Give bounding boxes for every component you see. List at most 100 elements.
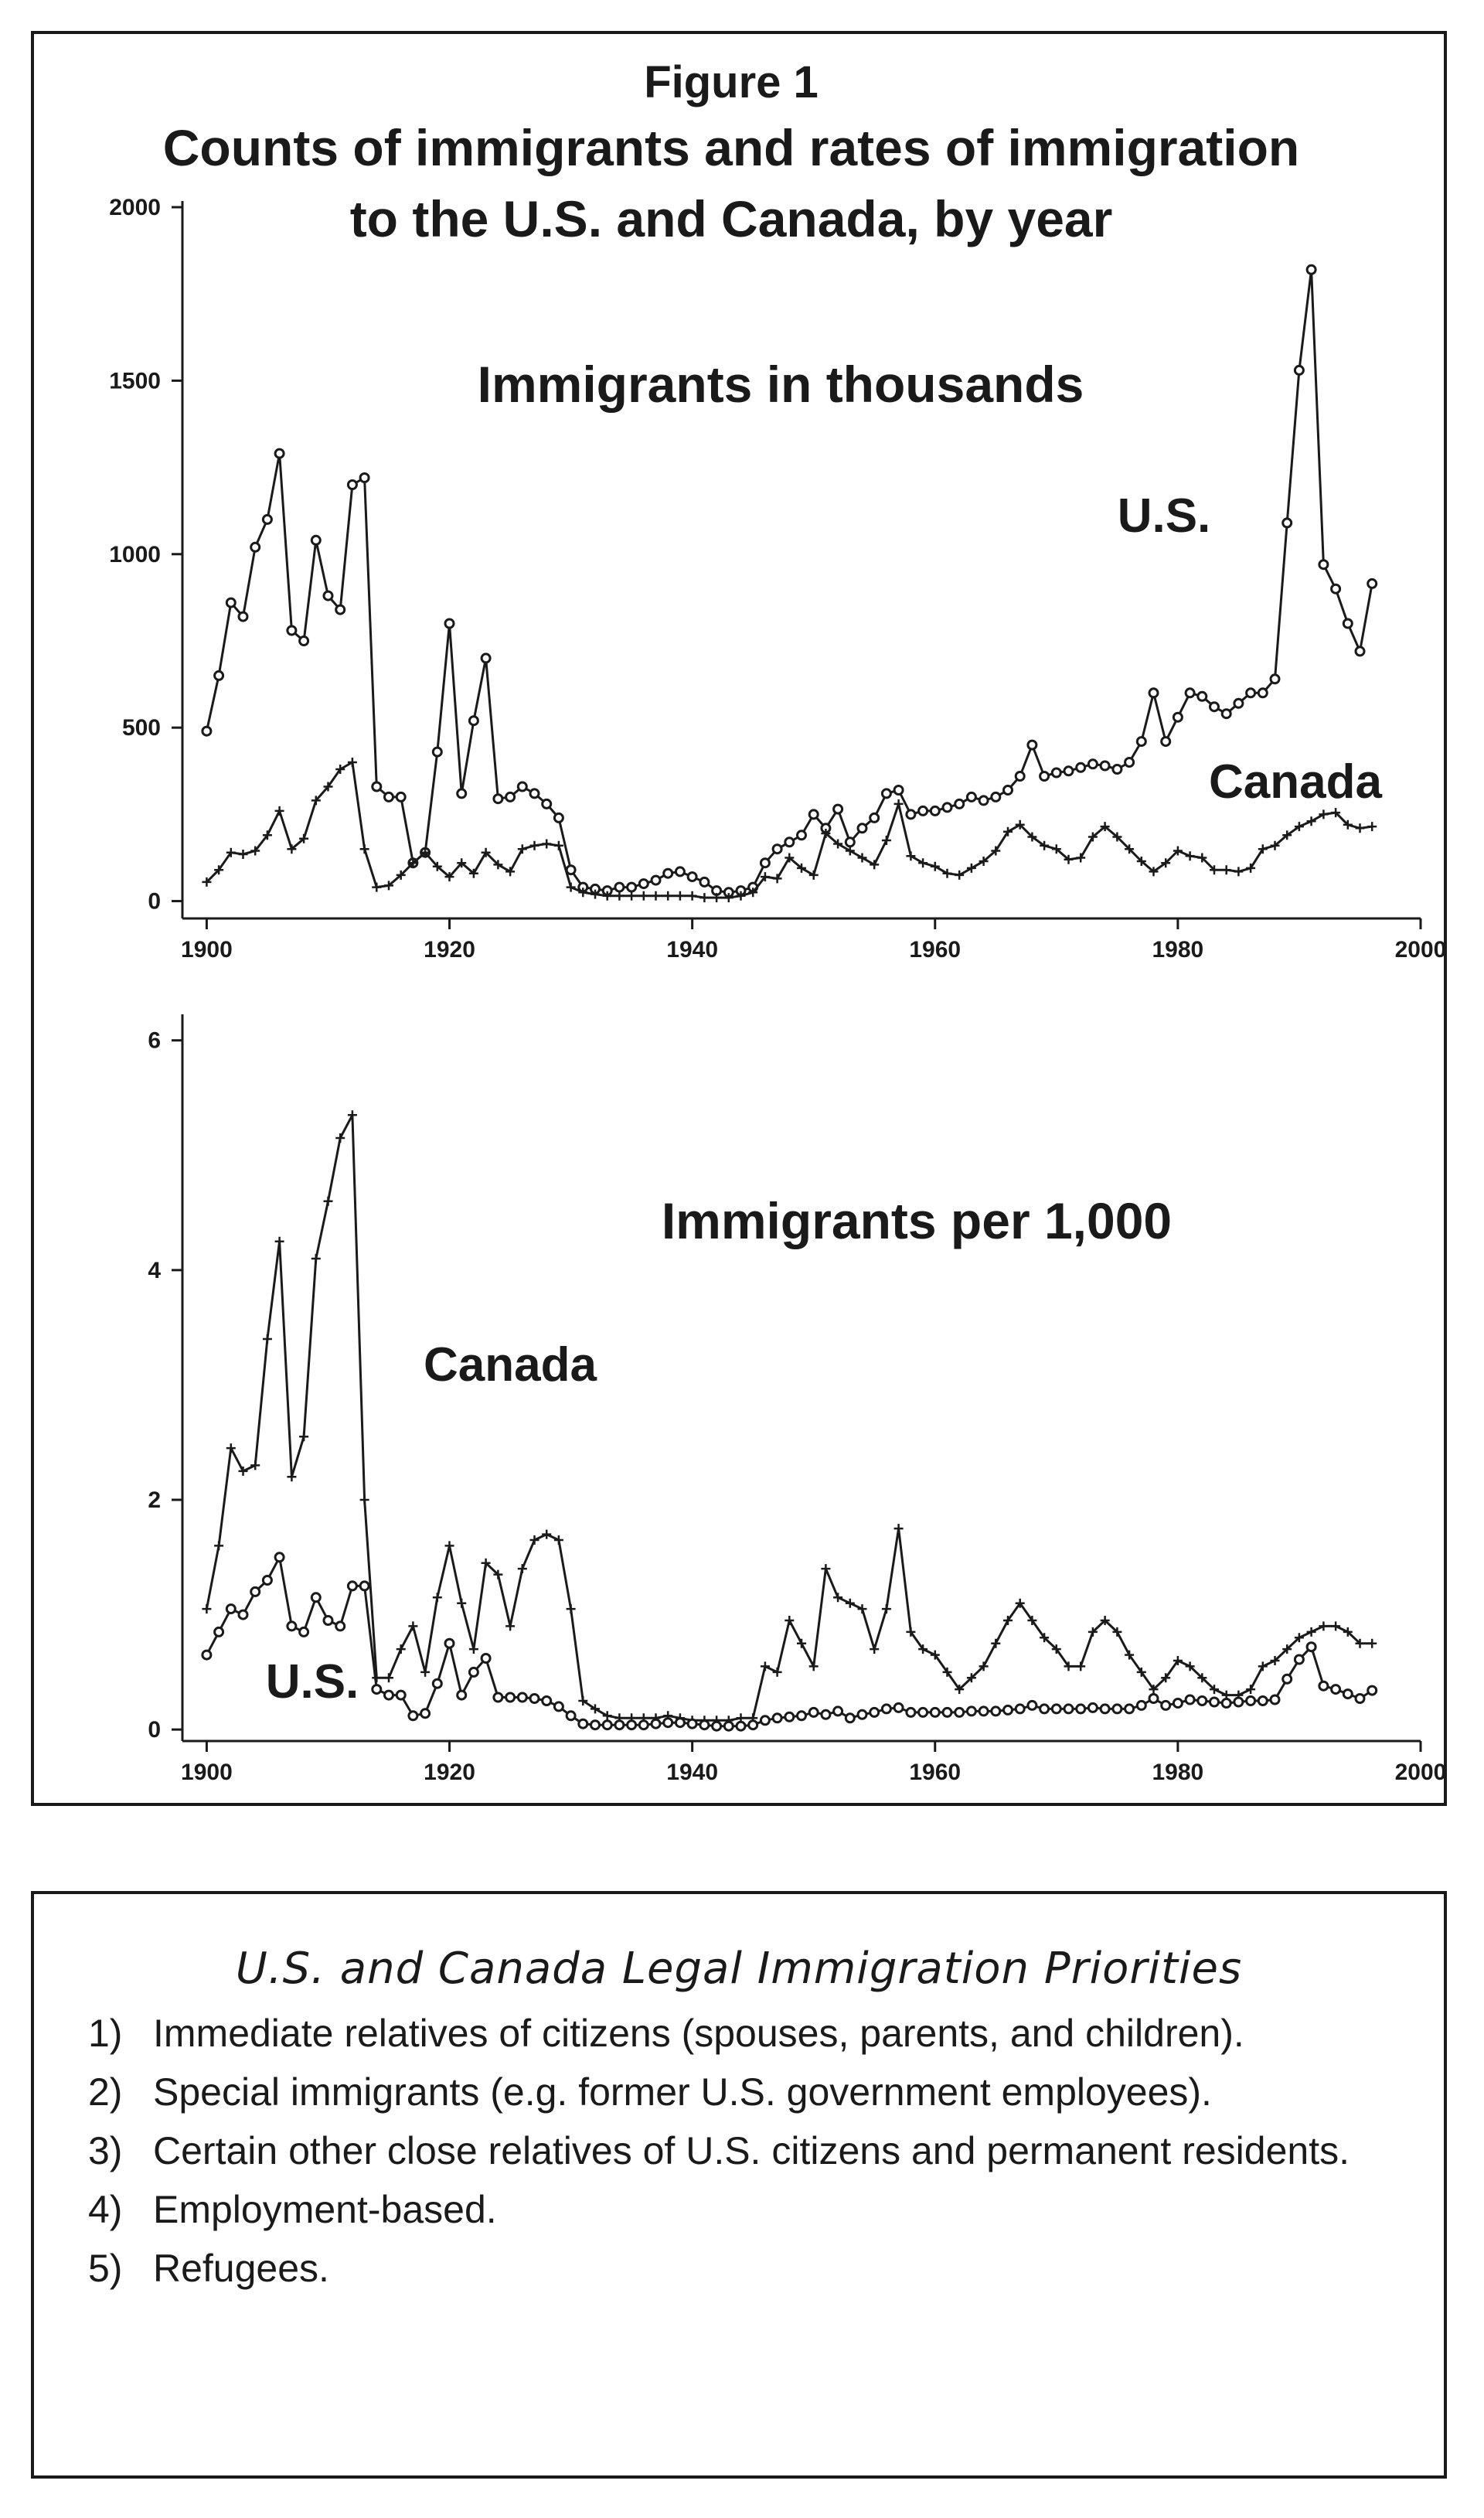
data-point-u-s [383, 791, 394, 802]
data-point-canada [1027, 832, 1037, 842]
data-point-u-s [856, 823, 868, 834]
data-point-canada [638, 891, 648, 901]
priority-number: 2) [88, 2070, 123, 2114]
data-point-u-s [771, 843, 783, 855]
data-point-u-s [893, 785, 904, 796]
figure-frame [31, 31, 1447, 1806]
data-point-canada [566, 882, 576, 892]
data-point-u-s [1354, 646, 1366, 657]
data-point-canada [542, 839, 552, 849]
data-point-u-s [1257, 1695, 1268, 1706]
data-point-u-s [893, 1702, 904, 1713]
data-point-canada [1003, 1616, 1013, 1625]
y-tick-label: 500 [122, 715, 161, 741]
data-point-u-s [1135, 736, 1147, 748]
data-point-canada [808, 870, 819, 880]
data-point-canada [1355, 1638, 1365, 1648]
data-point-canada [1319, 1621, 1329, 1631]
data-point-u-s [1135, 1699, 1147, 1711]
data-point-canada [1076, 1661, 1086, 1671]
priority-number: 1) [88, 2012, 123, 2055]
data-point-u-s [541, 798, 553, 809]
data-point-canada [1015, 1598, 1025, 1608]
priority-text: Immediate relatives of citizens (spouses… [153, 2012, 1244, 2055]
data-point-u-s [553, 1701, 564, 1712]
data-point-canada [553, 1535, 563, 1545]
data-point-canada [918, 1644, 928, 1654]
data-point-canada [723, 893, 733, 903]
data-point-u-s [808, 809, 819, 820]
data-point-u-s [844, 836, 856, 848]
data-point-canada [1197, 853, 1207, 863]
data-point-u-s [225, 597, 237, 608]
data-point-u-s [541, 1695, 553, 1706]
data-point-canada [238, 1466, 248, 1476]
data-point-u-s [1063, 765, 1074, 777]
data-point-canada [699, 893, 710, 903]
series-line-canada [206, 761, 1373, 899]
data-point-u-s [796, 830, 807, 841]
data-point-u-s [553, 812, 564, 823]
data-point-u-s [431, 1678, 443, 1689]
data-point-canada [881, 1604, 891, 1614]
data-point-canada [250, 1460, 260, 1470]
x-tick-label: 2000 [1395, 937, 1447, 963]
data-point-u-s [529, 1693, 540, 1704]
data-point-u-s [456, 788, 468, 799]
data-point-u-s [322, 1615, 334, 1626]
panel-immigrants-per-1000: 0 2 4 6 1900 1920 1940 1960 1980 2000 [148, 1014, 1446, 1785]
data-point-canada [335, 1133, 345, 1143]
data-point-u-s [1075, 762, 1087, 773]
data-point-canada [226, 1443, 236, 1453]
data-point-canada [966, 863, 976, 873]
data-point-canada [250, 846, 260, 856]
data-point-u-s [225, 1603, 237, 1615]
data-point-u-s [298, 1626, 310, 1637]
data-point-u-s [250, 1586, 261, 1597]
data-point-canada [578, 888, 588, 898]
data-point-canada [870, 860, 880, 870]
priority-item: 3) Certain other close relatives of U.S.… [88, 2125, 1390, 2176]
data-point-canada [979, 857, 989, 866]
data-point-canada [797, 863, 806, 873]
data-point-u-s [371, 1684, 383, 1695]
data-point-u-s [1220, 1698, 1232, 1709]
data-point-u-s [237, 611, 249, 622]
data-point-u-s [1305, 1641, 1317, 1653]
data-point-canada [1051, 844, 1061, 854]
data-point-canada [1210, 1685, 1219, 1695]
data-point-u-s [1039, 771, 1050, 782]
data-point-u-s [723, 1720, 734, 1732]
data-point-canada [833, 1593, 843, 1603]
data-point-u-s [565, 864, 577, 876]
data-point-canada [1246, 863, 1256, 873]
data-point-u-s [759, 857, 771, 869]
data-point-canada [323, 1196, 333, 1206]
data-point-canada [517, 1564, 527, 1574]
data-point-canada [505, 867, 516, 877]
priority-text: Special immigrants (e.g. former U.S. gov… [153, 2070, 1212, 2114]
priorities-title: U.S. and Canada Legal Immigration Priori… [235, 1944, 1243, 1994]
data-point-canada [1076, 853, 1086, 863]
data-point-u-s [431, 746, 443, 758]
data-point-u-s [965, 791, 977, 802]
data-point-u-s [1014, 1703, 1026, 1715]
data-point-canada [772, 1667, 782, 1677]
data-point-u-s [1330, 1684, 1342, 1695]
data-point-canada [311, 1254, 321, 1263]
data-point-canada [1306, 1627, 1316, 1637]
data-point-canada [1100, 1616, 1110, 1625]
data-point-u-s [674, 1717, 686, 1729]
data-point-canada [396, 870, 406, 880]
data-point-u-s [638, 1719, 649, 1731]
y-tick-label: 1500 [109, 368, 161, 394]
data-point-u-s [965, 1705, 977, 1717]
data-point-u-s [662, 1717, 674, 1729]
priority-text: Certain other close relatives of U.S. ci… [153, 2129, 1350, 2172]
data-point-canada [226, 847, 236, 857]
data-point-canada [287, 844, 297, 854]
data-point-u-s [1050, 767, 1062, 779]
data-point-u-s [1002, 785, 1013, 796]
data-point-canada [760, 872, 770, 882]
data-point-u-s [1330, 583, 1342, 595]
